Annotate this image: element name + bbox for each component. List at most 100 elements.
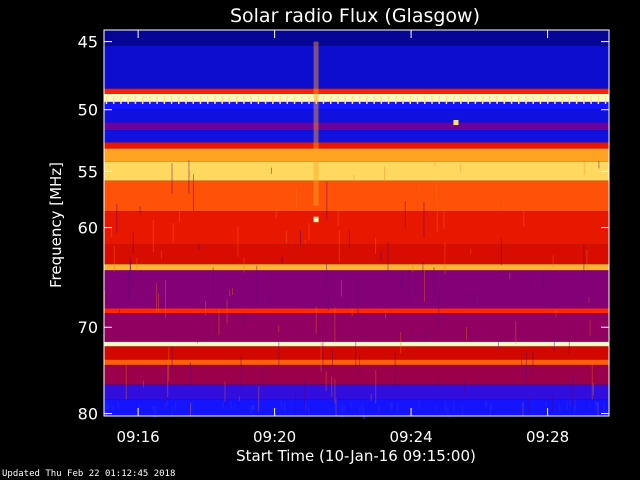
noise-streak <box>158 293 160 312</box>
frequency-band <box>104 399 609 416</box>
plot-frame <box>103 29 610 417</box>
noise-streak <box>198 244 200 250</box>
frequency-band <box>104 308 609 314</box>
noise-streak <box>252 405 254 410</box>
line-marker <box>380 96 383 105</box>
noise-streak <box>113 246 115 272</box>
noise-streak <box>327 306 329 311</box>
y-tick-label: 50 <box>78 101 98 120</box>
noise-streak <box>583 160 585 176</box>
noise-streak <box>404 201 406 229</box>
noise-streak <box>275 190 277 219</box>
noise-streak <box>145 201 147 211</box>
line-marker <box>221 96 223 105</box>
blue-streak <box>461 405 464 416</box>
noise-streak <box>304 239 306 244</box>
noise-streak <box>278 341 280 366</box>
noise-streak <box>269 296 271 304</box>
chart-title: Solar radio Flux (Glasgow) <box>230 5 480 27</box>
noise-streak <box>294 389 296 416</box>
line-marker <box>250 96 252 105</box>
noise-streak <box>423 201 425 238</box>
noise-streak <box>370 393 372 401</box>
blue-streak <box>138 403 141 408</box>
blue-streak <box>152 405 154 411</box>
noise-streak <box>116 204 118 233</box>
noise-streak <box>142 380 144 388</box>
noise-streak <box>444 242 446 275</box>
line-marker <box>120 96 122 105</box>
line-marker <box>460 96 462 105</box>
x-axis-label: Start Time (10-Jan-16 09:15:00) <box>236 447 476 465</box>
line-marker <box>510 96 513 105</box>
blue-streak <box>174 402 177 412</box>
noise-streak <box>583 244 585 280</box>
noise-streak <box>473 292 475 305</box>
blue-streak <box>396 402 399 414</box>
blue-streak <box>250 404 252 414</box>
noise-streak <box>331 349 333 366</box>
line-marker <box>416 96 419 105</box>
line-marker <box>503 96 506 105</box>
line-marker <box>149 96 151 105</box>
line-marker <box>228 96 231 105</box>
frequency-band <box>104 45 609 89</box>
frequency-band <box>104 122 609 131</box>
blue-streak <box>574 399 577 411</box>
line-marker <box>206 96 209 105</box>
noise-streak <box>597 402 599 416</box>
y-axis-label: Frequency [MHz] <box>47 162 65 288</box>
line-marker <box>105 96 108 105</box>
noise-streak <box>188 160 190 194</box>
frequency-band <box>104 364 609 385</box>
blue-streak <box>453 400 455 412</box>
axes: 45 50 55 60 70 80 09:16 09:20 09:24 09:28 <box>78 29 610 446</box>
line-marker <box>322 96 325 105</box>
noise-streak <box>509 272 511 280</box>
blue-streak <box>344 405 346 412</box>
line-marker <box>489 96 491 105</box>
noise-streak <box>243 314 245 324</box>
noise-streak <box>229 289 231 297</box>
blue-streak <box>341 402 343 414</box>
blue-streak <box>350 401 352 407</box>
blue-streak <box>284 402 286 413</box>
blue-streak <box>545 401 547 407</box>
line-marker <box>445 96 448 105</box>
blue-streak <box>391 402 394 408</box>
noise-streak <box>340 279 342 297</box>
blue-streak <box>444 400 446 412</box>
noise-streak <box>104 290 106 312</box>
line-marker <box>170 96 173 105</box>
blue-streak <box>361 403 363 414</box>
frequency-band <box>104 244 609 265</box>
line-marker <box>235 96 238 105</box>
noise-streak <box>553 334 555 352</box>
burst-feature <box>313 41 319 206</box>
line-marker <box>590 96 592 105</box>
blue-streak <box>305 401 307 411</box>
noise-streak <box>238 396 240 401</box>
line-marker <box>373 96 375 105</box>
line-marker <box>272 96 274 105</box>
blue-streak <box>603 403 605 416</box>
frequency-band <box>104 94 609 102</box>
frequency-band <box>104 180 609 212</box>
noise-streak <box>500 238 502 266</box>
noise-streak <box>433 267 435 298</box>
line-marker <box>452 96 455 105</box>
noise-streak <box>167 361 169 398</box>
noise-streak <box>353 174 355 189</box>
noise-streak <box>523 210 525 227</box>
noise-streak <box>384 310 386 319</box>
line-marker <box>134 96 137 105</box>
line-marker <box>402 96 404 105</box>
blue-streak <box>589 403 591 409</box>
noise-streak <box>370 274 372 283</box>
noise-streak <box>160 250 162 259</box>
noise-streak <box>225 394 227 408</box>
line-marker <box>127 96 129 105</box>
blue-streak <box>117 401 119 408</box>
line-marker <box>366 96 368 105</box>
